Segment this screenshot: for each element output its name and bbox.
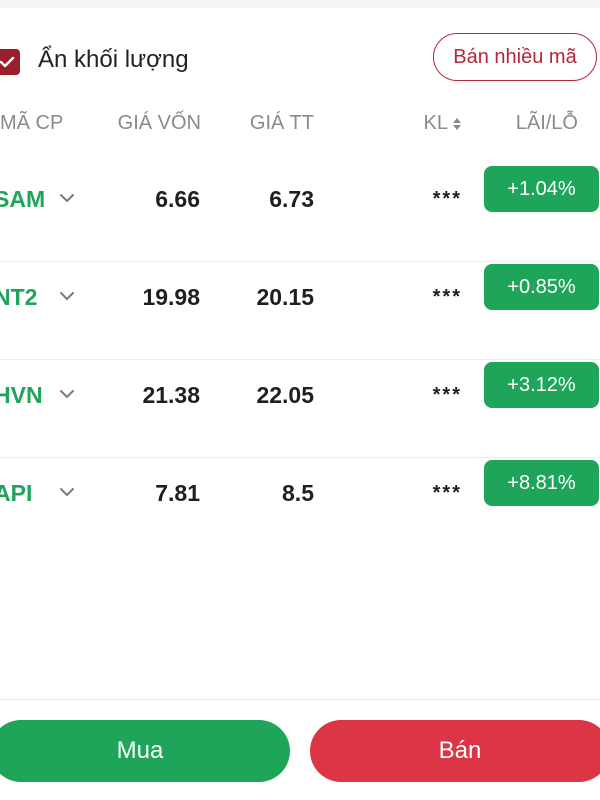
table-row[interactable]: SAM 6.66 6.73 *** +1.04% [0, 164, 600, 262]
chevron-down-icon[interactable] [58, 192, 76, 204]
top-bar [0, 0, 600, 8]
header-cost-price: GIÁ VỐN [117, 112, 201, 134]
profit-loss-badge[interactable]: +3.12% [484, 362, 599, 408]
header-market-price: GIÁ TT [249, 112, 314, 134]
volume-hidden: *** [432, 384, 462, 406]
volume-hidden: *** [432, 188, 462, 210]
volume-hidden: *** [432, 482, 462, 504]
market-price: 6.73 [269, 186, 314, 212]
header-code: MÃ CP [0, 112, 64, 134]
hide-volume-label[interactable]: Ẩn khối lượng [38, 46, 189, 73]
profit-loss-badge[interactable]: +0.85% [484, 264, 599, 310]
row-divider [0, 359, 600, 360]
buy-button[interactable]: Mua [0, 720, 290, 782]
row-divider [0, 457, 600, 458]
market-price: 22.05 [256, 382, 314, 408]
chevron-down-icon[interactable] [58, 388, 76, 400]
profit-loss-badge[interactable]: +1.04% [484, 166, 599, 212]
header-profit-loss: LÃI/LỖ [515, 112, 578, 134]
cost-price: 7.81 [155, 480, 200, 506]
table-header: MÃ CP GIÁ VỐN GIÁ TT KL LÃI/LỖ [0, 112, 600, 142]
market-price: 8.5 [282, 480, 314, 506]
table-row[interactable]: NT2 19.98 20.15 *** +0.85% [0, 262, 600, 360]
sort-icon [453, 117, 461, 130]
cost-price: 19.98 [142, 284, 200, 310]
multi-sell-button[interactable]: Bán nhiều mã [433, 33, 597, 81]
table-row[interactable]: HVN 21.38 22.05 *** +3.12% [0, 360, 600, 458]
footer-divider [0, 699, 600, 700]
check-icon [0, 56, 15, 68]
profit-loss-badge[interactable]: +8.81% [484, 460, 599, 506]
stock-code[interactable]: NT2 [0, 284, 38, 310]
header-volume-sort[interactable]: KL [424, 112, 462, 135]
table-row[interactable]: API 7.81 8.5 *** +8.81% [0, 458, 600, 556]
stock-code[interactable]: SAM [0, 186, 46, 212]
chevron-down-icon[interactable] [58, 290, 76, 302]
row-divider [0, 261, 600, 262]
stock-code[interactable]: HVN [0, 382, 43, 408]
cost-price: 21.38 [142, 382, 200, 408]
chevron-down-icon[interactable] [58, 486, 76, 498]
stock-code[interactable]: API [0, 480, 33, 506]
toolbar: Ẩn khối lượng Bán nhiều mã [0, 30, 600, 86]
cost-price: 6.66 [155, 186, 200, 212]
market-price: 20.15 [256, 284, 314, 310]
volume-hidden: *** [432, 286, 462, 308]
hide-volume-checkbox[interactable] [0, 49, 20, 75]
header-volume: KL [423, 112, 448, 134]
sell-button[interactable]: Bán [310, 720, 600, 782]
